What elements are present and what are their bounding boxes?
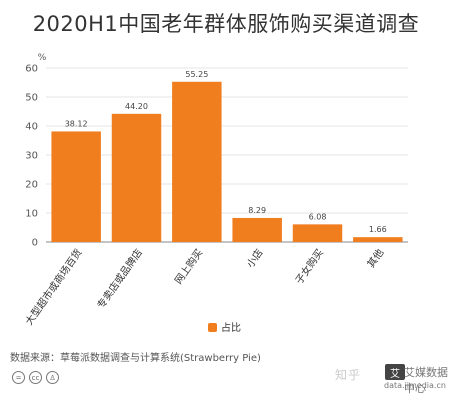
y-tick-label: 10 [25,209,38,220]
y-tick-label: 30 [25,151,38,162]
x-tick-label: 大型超市或商场百货 [22,246,84,327]
bar-value-label: 38.12 [65,119,88,128]
bar-value-label: 1.66 [369,225,387,234]
legend-swatch [208,323,217,332]
x-tick-label: 子女购买 [292,246,326,286]
watermark-logo-icon: 艾 [385,364,405,380]
y-tick-label: 20 [25,180,38,191]
y-tick-label: 40 [25,122,38,133]
equals-icon: = [12,371,25,384]
legend-label: 占比 [221,321,241,334]
bar-value-label: 8.29 [248,206,266,215]
chart-title: 2020H1中国老年群体服饰购买渠道调查 [32,12,420,36]
x-tick-label: 专卖店或品牌店 [94,246,145,311]
bar-value-label: 6.08 [309,212,327,221]
y-tick-label: 60 [25,64,38,75]
watermark-site: 知乎 [335,368,362,382]
watermark-brand: 艾媒数据中心 [404,366,448,395]
bar-value-label: 55.25 [185,70,208,79]
x-tick-label: 网上购买 [172,246,206,286]
y-axis-unit: % [38,53,47,63]
x-tick-label: 其他 [364,246,386,270]
bar [111,113,162,242]
bar [292,224,343,242]
source-note: 数据来源：草莓派数据调查与计算系统(Strawberry Pie) [10,353,261,364]
y-tick-label: 50 [25,93,38,104]
bar [51,131,101,242]
license-icons: = cc ♙ [12,371,59,384]
x-tick-label: 小店 [244,246,266,270]
y-tick-label: 0 [32,238,38,249]
bar [353,237,403,242]
bar-value-label: 44.20 [125,102,148,111]
person-icon: ♙ [46,371,59,384]
bar [232,217,282,242]
bar [172,81,222,243]
cc-icon: cc [29,371,42,384]
watermark-url: data.iimedia.cn [384,381,446,390]
